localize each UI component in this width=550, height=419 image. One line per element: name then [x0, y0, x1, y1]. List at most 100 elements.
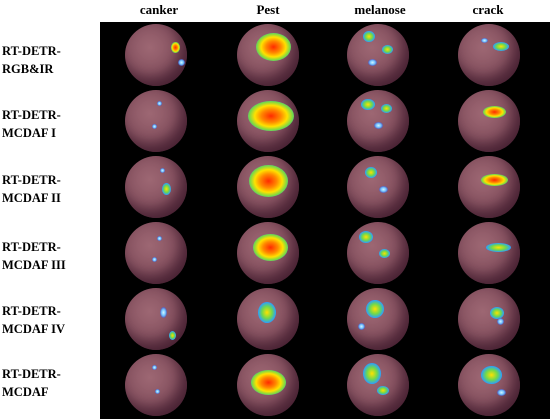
heatmap-activation [486, 243, 511, 252]
fruit-image [237, 24, 299, 86]
fruit-image [125, 24, 187, 86]
row-label-mcdaf-iv: RT-DETR- MCDAF IV [2, 302, 98, 338]
heatmap-thumbnail [212, 220, 324, 286]
fruit-image [458, 24, 520, 86]
heatmap-activation [361, 99, 375, 110]
fruit-image [458, 156, 520, 218]
heatmap-activation [382, 45, 393, 54]
heatmap-activation [481, 38, 488, 43]
row-label-line-1: RT-DETR- [2, 304, 61, 318]
fruit-image [347, 24, 409, 86]
fruit-image [125, 354, 187, 416]
heatmap-thumbnail [100, 88, 212, 154]
heatmap-activation [162, 183, 171, 195]
row-label-line-2: MCDAF III [2, 258, 66, 272]
heatmap-thumbnail [322, 286, 434, 352]
heatmap-activation [358, 323, 365, 330]
heatmap-thumbnail [433, 286, 545, 352]
fruit-image [237, 354, 299, 416]
column-header-canker: canker [139, 2, 179, 17]
heatmap-activation [157, 101, 162, 106]
heatmap-thumbnail [100, 286, 212, 352]
heatmap-thumbnail [212, 352, 324, 418]
heatmap-thumbnail [322, 22, 434, 88]
heatmap-thumbnail [433, 154, 545, 220]
heatmap-activation [256, 33, 291, 61]
heatmap-activation [253, 234, 288, 261]
heatmap-activation [152, 124, 157, 129]
heatmap-activation [497, 389, 506, 396]
row-label-line-1: RT-DETR- [2, 108, 61, 122]
heatmap-activation [171, 42, 180, 53]
heatmap-activation [169, 331, 176, 340]
row-label-line-2: RGB&IR [2, 62, 54, 76]
heatmap-activation [483, 106, 506, 118]
heatmap-activation [178, 59, 185, 66]
row-label-line-1: RT-DETR- [2, 173, 61, 187]
fruit-image [125, 90, 187, 152]
heatmap-activation [152, 257, 157, 262]
heatmap-thumbnail [322, 220, 434, 286]
heatmap-thumbnail [322, 352, 434, 418]
row-label-mcdaf: RT-DETR- MCDAF [2, 365, 98, 401]
column-header-crack: crack [472, 2, 504, 17]
heatmap-activation [251, 370, 286, 395]
heatmap-thumbnail [433, 22, 545, 88]
row-label-line-2: MCDAF II [2, 191, 61, 205]
heatmap-activation [359, 231, 373, 243]
column-header-pest: Pest [256, 2, 280, 17]
fruit-image [237, 288, 299, 350]
heatmap-activation [379, 249, 390, 258]
heatmap-activation [160, 307, 167, 318]
fruit-image [347, 354, 409, 416]
heatmap-activation [249, 165, 288, 197]
heatmap-activation [493, 42, 509, 51]
heatmap-activation [363, 363, 381, 384]
fruit-image [237, 156, 299, 218]
row-label-line-1: RT-DETR- [2, 44, 61, 58]
heatmap-activation [490, 307, 504, 319]
fruit-image [458, 222, 520, 284]
fruit-image [347, 156, 409, 218]
heatmap-thumbnail [212, 154, 324, 220]
column-header-melanose: melanose [354, 2, 406, 17]
heatmap-activation [497, 318, 504, 325]
fruit-image [237, 222, 299, 284]
heatmap-activation [365, 167, 377, 178]
heatmap-activation [368, 59, 377, 66]
heatmap-activation [363, 31, 375, 42]
heatmap-image-grid [100, 22, 550, 419]
heatmap-activation [379, 186, 388, 193]
heatmap-thumbnail [433, 352, 545, 418]
fruit-image [237, 90, 299, 152]
row-label-rgb-ir: RT-DETR- RGB&IR [2, 42, 98, 78]
heatmap-thumbnail [322, 88, 434, 154]
heatmap-thumbnail [212, 22, 324, 88]
heatmap-thumbnail [100, 154, 212, 220]
row-label-mcdaf-i: RT-DETR- MCDAF I [2, 106, 98, 142]
fruit-image [125, 222, 187, 284]
row-label-mcdaf-ii: RT-DETR- MCDAF II [2, 171, 98, 207]
heatmap-thumbnail [322, 154, 434, 220]
fruit-image [347, 222, 409, 284]
heatmap-activation [152, 365, 157, 370]
heatmap-activation [381, 104, 392, 113]
heatmap-activation [481, 366, 502, 384]
heatmap-thumbnail [100, 22, 212, 88]
fruit-image [347, 288, 409, 350]
heatmap-activation [377, 386, 389, 395]
heatmap-thumbnail [100, 352, 212, 418]
heatmap-thumbnail [100, 220, 212, 286]
row-label-line-1: RT-DETR- [2, 240, 61, 254]
heatmap-activation [481, 174, 508, 186]
row-label-line-2: MCDAF IV [2, 322, 66, 336]
heatmap-activation [374, 122, 383, 129]
heatmap-thumbnail [433, 88, 545, 154]
heatmap-activation [160, 168, 165, 173]
fruit-image [125, 288, 187, 350]
heatmap-activation [248, 101, 294, 131]
row-label-line-1: RT-DETR- [2, 367, 61, 381]
fruit-image [458, 288, 520, 350]
row-label-mcdaf-iii: RT-DETR- MCDAF III [2, 238, 98, 274]
row-label-line-2: MCDAF I [2, 126, 57, 140]
